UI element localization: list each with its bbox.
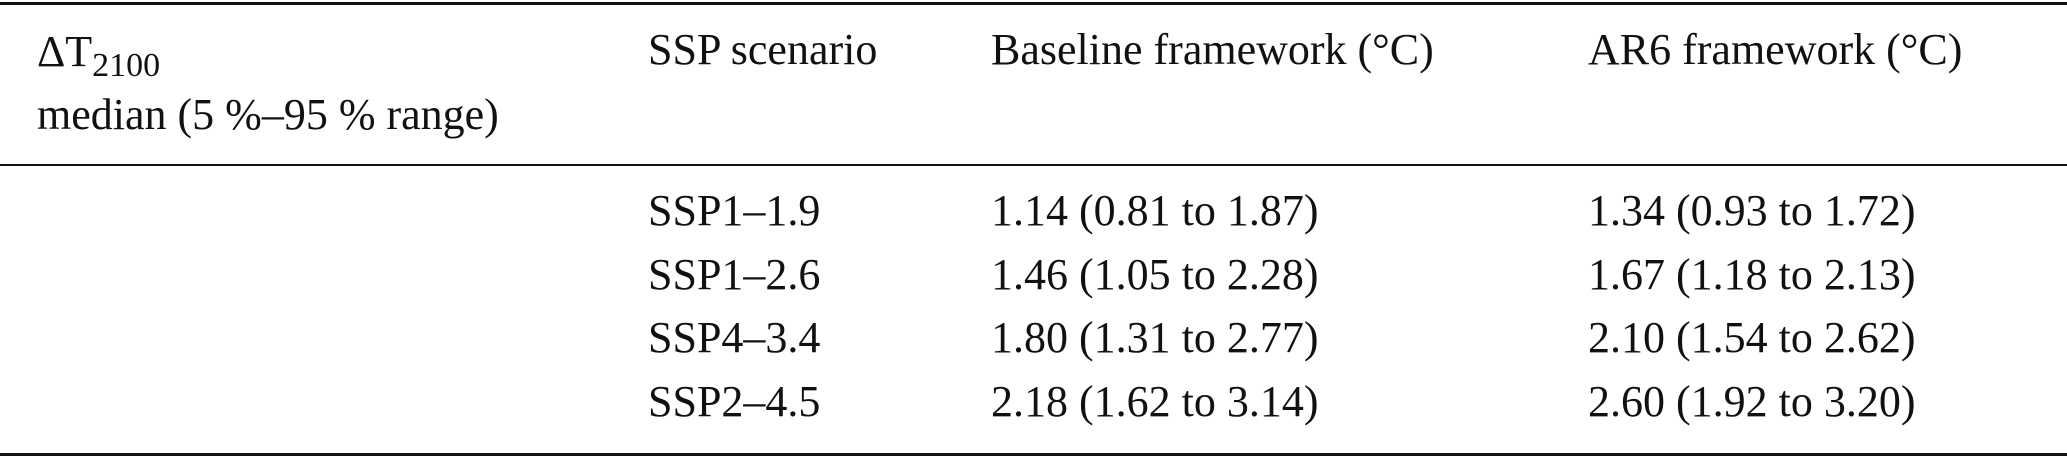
header-cell: ΔT2100 <box>37 27 160 83</box>
header-cell: median (5 %–95 % range) <box>37 90 499 139</box>
table-cell: 1.80 (1.31 to 2.77) <box>991 313 1319 363</box>
table-cell: SSP1–1.9 <box>648 186 821 235</box>
table-cell: SSP2–4.5 <box>648 377 821 427</box>
table-cell: 2.18 (1.62 to 3.14) <box>991 377 1319 427</box>
table-cell: SSP1–2.6 <box>648 249 821 299</box>
table-cell: 2.10 (1.54 to 2.62) <box>1588 313 1916 363</box>
table-cell: 1.67 (1.18 to 2.13) <box>1588 249 1916 299</box>
header-cell: Baseline framework (°C) <box>991 25 1434 74</box>
table-cell: 1.14 (0.81 to 1.87) <box>991 186 1319 235</box>
bottom-rule <box>0 453 2067 456</box>
header-cell: SSP scenario <box>648 25 878 74</box>
delta-symbol: ΔT <box>37 27 93 76</box>
table-cell: 2.60 (1.92 to 3.20) <box>1588 377 1916 427</box>
top-rule <box>0 2 2067 5</box>
table-cell: SSP4–3.4 <box>648 313 821 363</box>
delta-subscript: 2100 <box>92 47 161 84</box>
table-cell: 1.46 (1.05 to 2.28) <box>991 249 1319 299</box>
mid-rule <box>0 164 2067 166</box>
header-cell: AR6 framework (°C) <box>1588 25 1963 74</box>
table-cell: 1.34 (0.93 to 1.72) <box>1588 186 1916 235</box>
